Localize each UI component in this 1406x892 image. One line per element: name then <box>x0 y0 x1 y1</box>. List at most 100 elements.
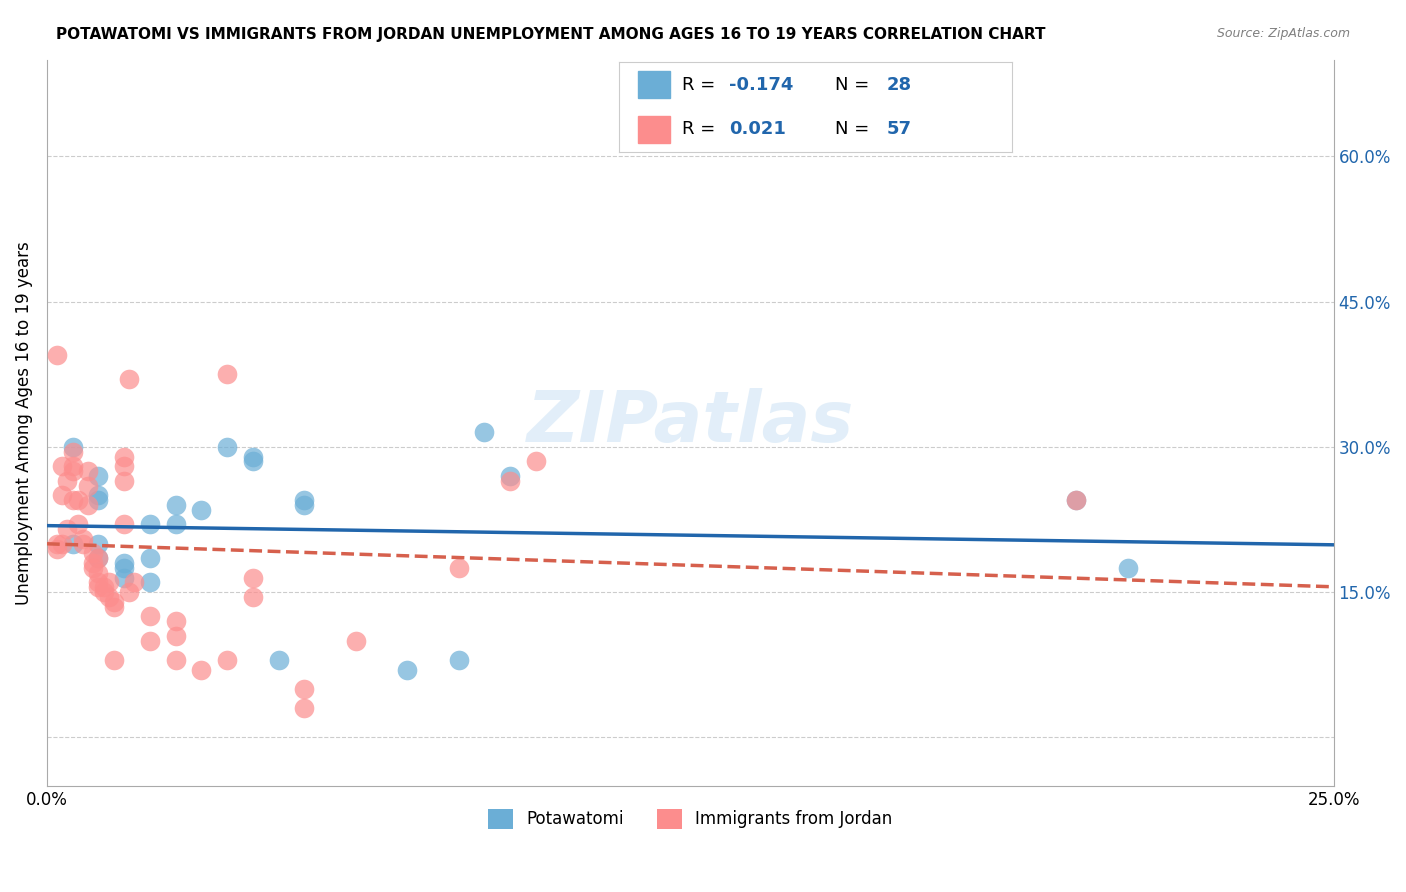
Point <box>51 459 73 474</box>
Point <box>396 663 419 677</box>
Point <box>51 488 73 502</box>
Point <box>190 663 212 677</box>
Point <box>46 537 69 551</box>
Point <box>103 599 125 614</box>
Point <box>87 551 110 566</box>
Point <box>524 454 547 468</box>
Point <box>118 372 141 386</box>
Point <box>62 444 84 458</box>
Point <box>165 614 187 628</box>
Point <box>447 561 470 575</box>
Text: ZIPatlas: ZIPatlas <box>527 388 853 458</box>
Point <box>292 498 315 512</box>
Point <box>66 517 89 532</box>
Point <box>82 561 104 575</box>
Point <box>499 469 522 483</box>
Point <box>165 629 187 643</box>
Point <box>56 474 79 488</box>
Point <box>62 464 84 478</box>
Point <box>118 585 141 599</box>
Point <box>190 503 212 517</box>
Point <box>242 450 264 464</box>
Point <box>447 653 470 667</box>
Point <box>97 590 120 604</box>
Point <box>242 590 264 604</box>
Point <box>112 517 135 532</box>
Point <box>103 595 125 609</box>
Point <box>112 459 135 474</box>
Text: POTAWATOMI VS IMMIGRANTS FROM JORDAN UNEMPLOYMENT AMONG AGES 16 TO 19 YEARS CORR: POTAWATOMI VS IMMIGRANTS FROM JORDAN UNE… <box>56 27 1046 42</box>
Point <box>51 537 73 551</box>
Legend: Potawatomi, Immigrants from Jordan: Potawatomi, Immigrants from Jordan <box>481 802 900 836</box>
Text: R =: R = <box>682 76 721 94</box>
Point <box>62 537 84 551</box>
Point <box>72 532 94 546</box>
Point <box>87 551 110 566</box>
Bar <box>638 116 669 143</box>
Point <box>82 546 104 560</box>
Point <box>215 368 238 382</box>
Point <box>62 459 84 474</box>
Point <box>112 450 135 464</box>
Point <box>62 440 84 454</box>
Point <box>165 517 187 532</box>
Point <box>87 580 110 594</box>
Point <box>56 522 79 536</box>
Text: 28: 28 <box>886 76 911 94</box>
Point <box>72 537 94 551</box>
Text: R =: R = <box>682 120 721 138</box>
Point <box>474 425 496 440</box>
Point <box>77 498 100 512</box>
Point <box>1116 561 1139 575</box>
Text: N =: N = <box>835 76 875 94</box>
Point <box>112 556 135 570</box>
Point <box>97 575 120 590</box>
Point <box>93 585 115 599</box>
Point <box>124 575 146 590</box>
Text: N =: N = <box>835 120 875 138</box>
Point <box>139 551 162 566</box>
Point <box>112 561 135 575</box>
Point <box>292 493 315 508</box>
Point <box>87 537 110 551</box>
Text: 57: 57 <box>886 120 911 138</box>
Point <box>292 701 315 715</box>
Point <box>87 488 110 502</box>
Point <box>1064 493 1087 508</box>
Point <box>165 653 187 667</box>
Point <box>215 440 238 454</box>
Point <box>46 541 69 556</box>
Text: Source: ZipAtlas.com: Source: ZipAtlas.com <box>1216 27 1350 40</box>
Bar <box>638 71 669 98</box>
Point <box>499 474 522 488</box>
Point <box>82 556 104 570</box>
Point <box>66 493 89 508</box>
Point <box>62 493 84 508</box>
Point <box>87 493 110 508</box>
Point <box>77 464 100 478</box>
Point <box>215 653 238 667</box>
Point <box>87 575 110 590</box>
Point <box>292 681 315 696</box>
Point <box>165 498 187 512</box>
Point <box>267 653 290 667</box>
Point <box>103 653 125 667</box>
Point <box>139 633 162 648</box>
Point <box>242 571 264 585</box>
Point <box>139 609 162 624</box>
Point <box>46 348 69 362</box>
Point <box>77 478 100 492</box>
Y-axis label: Unemployment Among Ages 16 to 19 years: Unemployment Among Ages 16 to 19 years <box>15 241 32 605</box>
Point <box>93 580 115 594</box>
Text: -0.174: -0.174 <box>728 76 793 94</box>
Point <box>112 474 135 488</box>
Point <box>139 575 162 590</box>
Point <box>112 571 135 585</box>
Point <box>1064 493 1087 508</box>
Point <box>139 517 162 532</box>
Point <box>87 469 110 483</box>
Point <box>242 454 264 468</box>
Point <box>344 633 367 648</box>
Point <box>87 566 110 580</box>
Text: 0.021: 0.021 <box>728 120 786 138</box>
